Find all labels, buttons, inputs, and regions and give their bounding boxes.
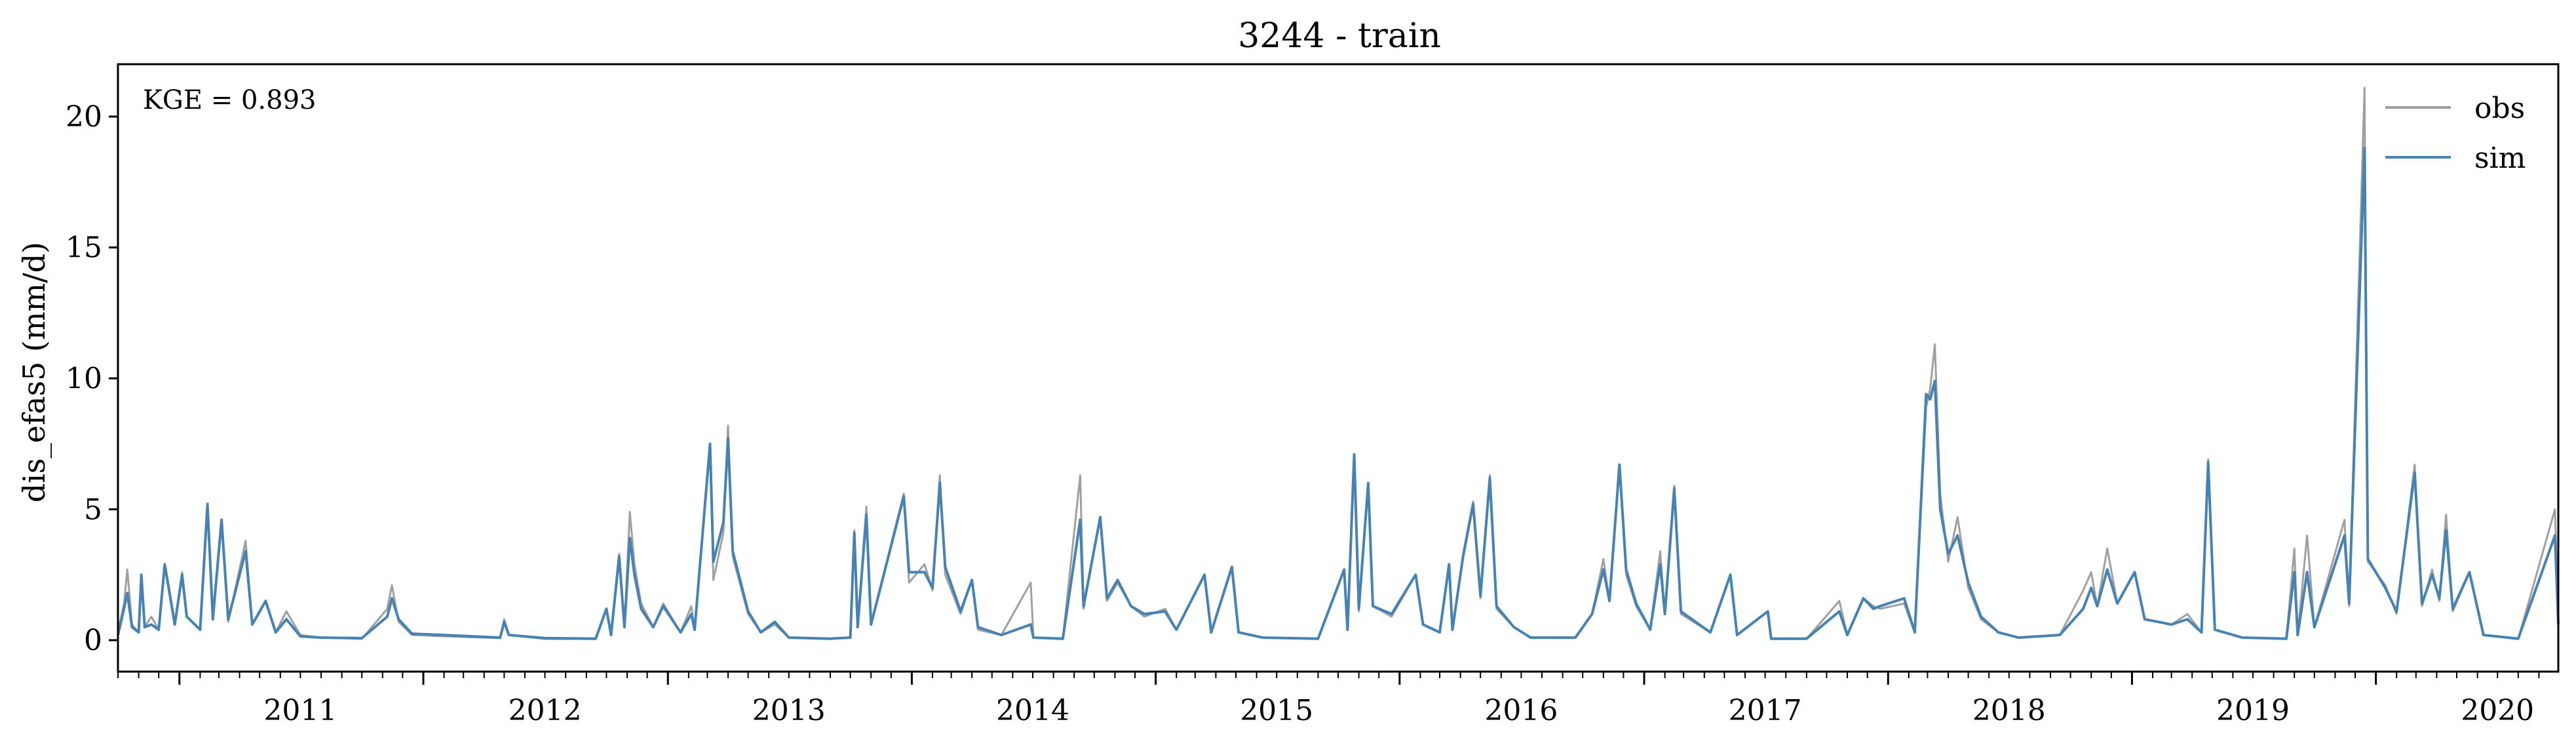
chart-title: 3244 - train [1238,16,1441,56]
x-tick-label-2019: 2019 [2216,694,2290,727]
legend: obs sim [2385,92,2526,175]
x-tick-label-2016: 2016 [1484,694,1558,727]
y-tick-label-10: 10 [66,362,102,395]
y-tick-label-15: 15 [66,231,102,265]
x-tick-label-2013: 2013 [752,694,826,727]
legend-label-sim: sim [2474,142,2526,175]
x-tick-label-2012: 2012 [509,694,582,727]
x-tick-label-2017: 2017 [1729,694,1802,727]
x-tick-label-2018: 2018 [1972,694,2046,727]
kge-annotation: KGE = 0.893 [143,85,317,115]
y-tick-label-5: 5 [84,493,102,526]
plot-frame [117,63,2560,673]
y-tick-label-20: 20 [66,100,102,134]
x-tick-label-2014: 2014 [996,694,1069,727]
x-tick-label-2015: 2015 [1240,694,1313,727]
x-tick-label-2011: 2011 [263,694,337,727]
series-layer [117,86,2560,640]
x-axis: 2011 2012 2013 2014 2015 2016 2017 2018 2019 2020 [117,672,2540,727]
y-axis-label: dis_efas5 (mm/d) [16,242,52,503]
series-line-sim [117,146,2560,640]
x-tick-label-2020: 2020 [2461,694,2534,727]
legend-label-obs: obs [2474,92,2525,125]
y-tick-label-0: 0 [84,624,102,657]
y-axis: 0 5 10 15 20 [66,100,118,657]
